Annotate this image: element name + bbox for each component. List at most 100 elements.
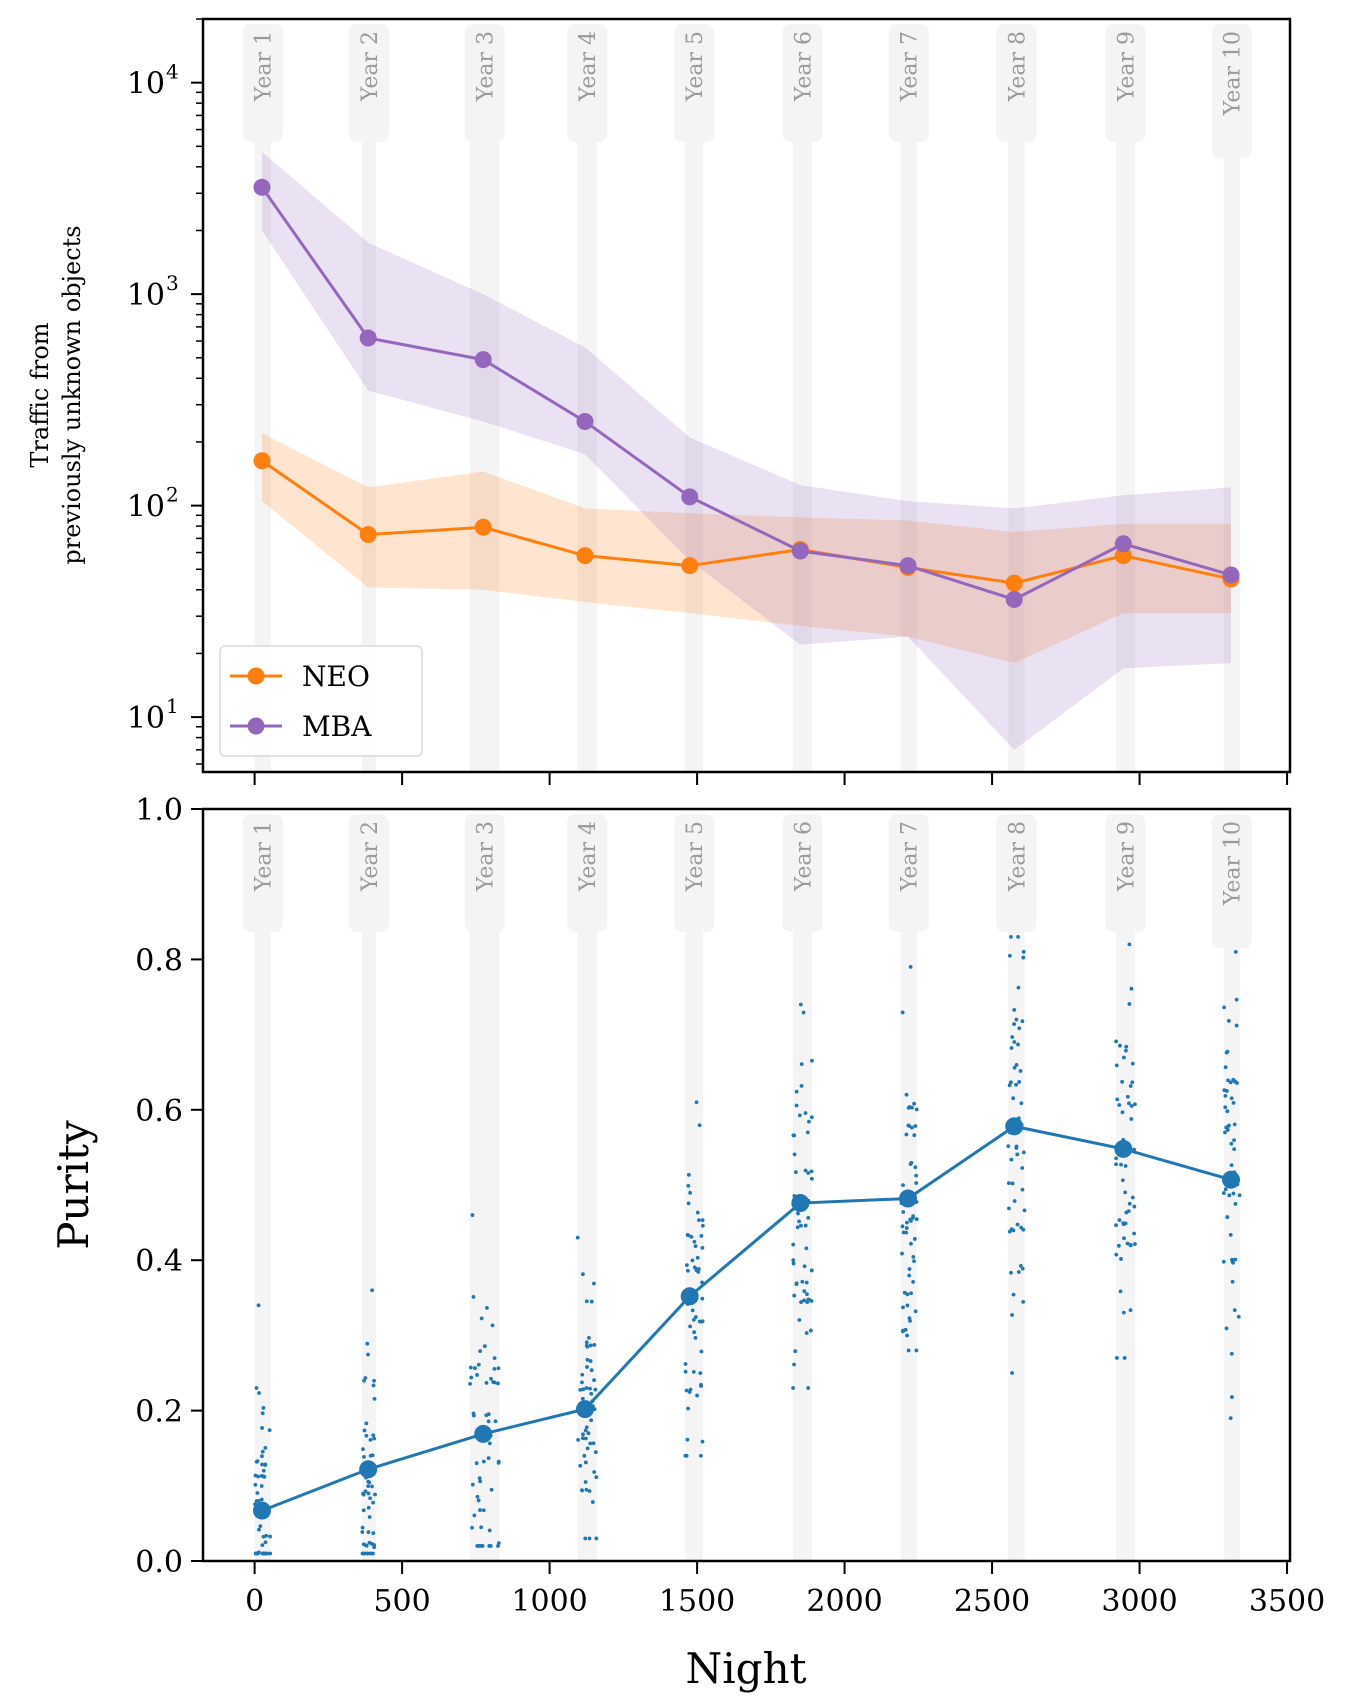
scatter-point	[1007, 953, 1012, 958]
scatter-point	[1011, 1292, 1016, 1297]
uncertainty-bands	[261, 152, 1232, 750]
scatter-point	[912, 1237, 917, 1241]
year-band-stripe	[685, 59, 703, 771]
scatter-point	[806, 1297, 811, 1302]
purity-marker	[252, 1501, 271, 1520]
scatter-point	[1017, 1080, 1022, 1084]
scatter-point	[692, 1239, 697, 1244]
scatter-point	[371, 1531, 376, 1536]
scatter-point	[1221, 1191, 1226, 1195]
year-label: Year 3	[474, 821, 499, 892]
scatter-point	[260, 1411, 265, 1416]
scatter-point	[908, 1219, 913, 1223]
scatter-point	[492, 1356, 497, 1360]
scatter-point	[484, 1381, 489, 1385]
scatter-point	[699, 1233, 704, 1238]
scatter-point	[803, 1223, 808, 1228]
scatter-point	[253, 1473, 258, 1478]
scatter-point	[476, 1362, 481, 1367]
scatter-point	[1128, 1243, 1133, 1248]
scatter-point	[911, 1279, 916, 1284]
marker-mba	[253, 178, 271, 196]
scatter-point	[700, 1439, 705, 1444]
year-label-box	[1211, 814, 1252, 948]
scatter-point	[471, 1295, 476, 1299]
x-tick-label: 0	[245, 1584, 264, 1619]
legend-marker	[247, 667, 265, 685]
scatter-point	[580, 1436, 585, 1441]
scatter-point	[370, 1453, 375, 1458]
scatter-point	[1234, 1023, 1239, 1028]
scatter-point	[793, 1349, 798, 1354]
marker-mba	[1222, 566, 1240, 584]
scatter-point	[700, 1218, 705, 1223]
scatter-point	[1009, 1270, 1013, 1275]
scatter-point	[1022, 1208, 1027, 1213]
scatter-point	[1007, 1083, 1012, 1088]
year-bands-bottom: Year 1 Year 2 Year 3 Year 4 Year 5 Year 6 Year…	[242, 814, 1252, 1560]
scatter-point	[584, 1340, 589, 1345]
scatter-point	[1221, 1259, 1226, 1264]
legend-marker	[247, 717, 265, 735]
scatter-point	[261, 1468, 266, 1473]
scatter-point	[809, 1268, 814, 1273]
scatter-point	[1122, 1055, 1126, 1060]
scatter-point	[371, 1500, 376, 1505]
scatter-point	[263, 1446, 268, 1450]
scatter-point	[900, 1010, 905, 1015]
scatter-point	[590, 1500, 595, 1504]
scatter-point	[484, 1413, 489, 1418]
year-band-stripe	[361, 59, 376, 771]
year-band-stripe	[1223, 849, 1240, 1560]
scatter-point	[700, 1296, 705, 1301]
scatter-point	[1114, 1162, 1118, 1167]
x-tick-label: 500	[373, 1584, 430, 1619]
scatter-point	[1006, 1144, 1011, 1149]
marker-mba	[681, 488, 699, 506]
scatter-point	[1120, 1079, 1125, 1084]
scatter-point	[1021, 955, 1026, 960]
scatter-point	[368, 1496, 372, 1501]
x-tick-label: 3500	[1249, 1584, 1325, 1619]
marker-mba	[1005, 590, 1023, 608]
year-label: Year 4	[576, 821, 601, 892]
year-band-stripe	[254, 59, 271, 771]
scatter-point	[1224, 1326, 1229, 1331]
scatter-point	[804, 1331, 809, 1335]
scatter-point	[1226, 1078, 1230, 1083]
scatter-point	[1117, 1103, 1122, 1107]
scatter-point	[914, 1181, 919, 1185]
scatter-point	[1127, 1201, 1132, 1206]
scatter-point	[1228, 1416, 1233, 1421]
year-band-stripe	[1115, 59, 1136, 771]
x-tick-label: 2000	[806, 1584, 882, 1619]
scatter-point	[910, 1216, 915, 1220]
y-tick-label: 0.2	[135, 1395, 183, 1430]
scatter-point	[592, 1378, 596, 1383]
scatter-point	[260, 1426, 264, 1430]
scatter-point	[469, 1375, 474, 1380]
scatter-point	[362, 1378, 366, 1383]
scatter-point	[496, 1381, 500, 1386]
line-mba	[260, 186, 1232, 602]
scatter-point	[254, 1459, 259, 1464]
scatter-point	[367, 1480, 372, 1485]
scatter-point	[471, 1411, 476, 1416]
scatter-point	[1114, 1039, 1118, 1044]
scatter-point	[1224, 1089, 1229, 1093]
scatter-point	[1233, 1201, 1238, 1206]
y-axis-label-line-2: previously unknown objects	[58, 225, 86, 564]
scatter-point	[1114, 1223, 1118, 1228]
year-label: Year 7	[898, 821, 923, 892]
scatter-point	[909, 1160, 914, 1165]
scatter-point	[692, 1330, 697, 1335]
scatter-point	[698, 1371, 703, 1376]
marker-neo	[1005, 574, 1023, 592]
scatter-point	[792, 1362, 796, 1367]
scatter-point	[792, 1152, 797, 1157]
scatter-point	[1017, 1026, 1022, 1031]
scatter-point	[798, 1002, 803, 1007]
scatter-point	[904, 1132, 909, 1137]
scatter-point	[588, 1343, 593, 1348]
scatter-point	[496, 1541, 501, 1546]
